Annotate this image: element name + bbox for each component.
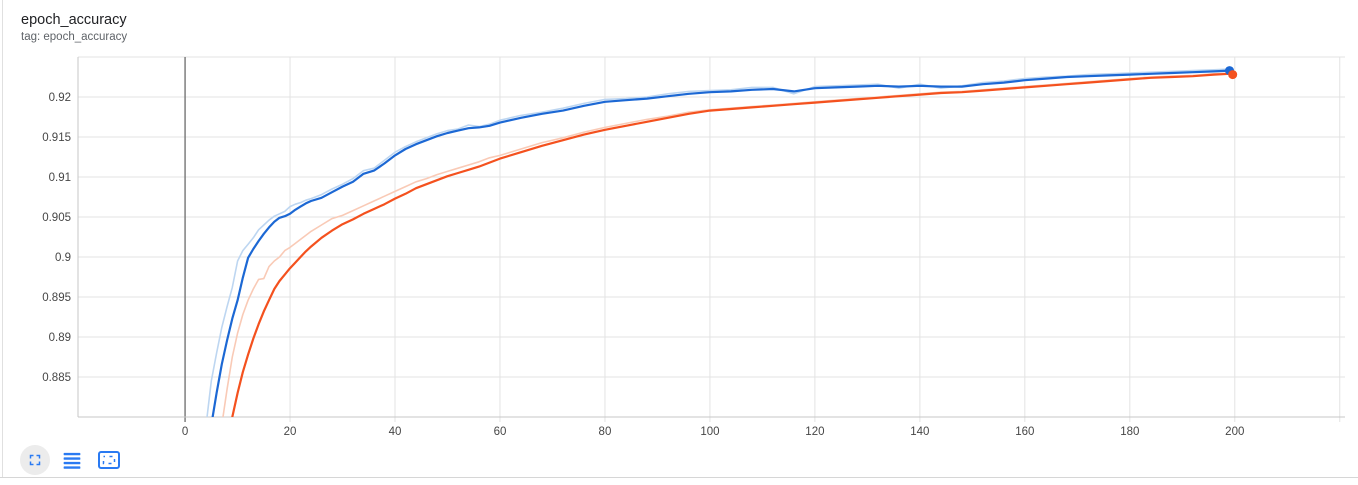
- x-axis-tick-label: 0: [182, 426, 188, 438]
- y-axis-tick-label: 0.915: [42, 132, 71, 144]
- x-axis-tick-label: 80: [599, 426, 612, 438]
- y-axis-tick-label: 0.905: [42, 212, 71, 224]
- x-axis-tick-label: 100: [700, 426, 719, 438]
- x-axis-tick-label: 20: [284, 426, 297, 438]
- x-axis-tick-label: 40: [389, 426, 402, 438]
- run-blue-raw-line: [206, 68, 1231, 417]
- card-tag-subtitle: tag: epoch_accuracy: [21, 31, 128, 43]
- x-axis-tick-label: 140: [910, 426, 929, 438]
- x-axis-tick-label: 60: [494, 426, 507, 438]
- run-orange-smoothed-line: [231, 72, 1231, 417]
- x-axis-tick-label: 180: [1120, 426, 1139, 438]
- x-axis-tick-label: 200: [1225, 426, 1244, 438]
- card-bottom-border: [0, 477, 1358, 478]
- card-header: epoch_accuracy tag: epoch_accuracy: [21, 11, 127, 45]
- expand-card-button[interactable]: [20, 445, 50, 475]
- y-axis-tick-label: 0.885: [42, 372, 71, 384]
- epoch-accuracy-line-chart[interactable]: 0.885 0.89 0.895 0.9 0.905 0.91 0.915 0.92 0 20 40…: [0, 0, 1358, 442]
- y-axis-tick-label: 0.92: [49, 92, 71, 104]
- y-axis-tick-label: 0.895: [42, 292, 71, 304]
- data-table-toggle-button[interactable]: [57, 445, 87, 475]
- card-left-border: [2, 0, 3, 478]
- y-axis-tick-label: 0.89: [49, 332, 71, 344]
- run-orange-raw-line: [222, 72, 1231, 417]
- x-axis-tick-label: 120: [805, 426, 824, 438]
- run-blue-smoothed-line: [211, 69, 1231, 417]
- card-footer-toolbar: [20, 443, 124, 477]
- card-title: epoch_accuracy: [21, 12, 127, 28]
- fullscreen-icon: [26, 451, 44, 469]
- fit-to-data-icon: [97, 449, 121, 471]
- x-axis-tick-label: 160: [1015, 426, 1034, 438]
- horizontal-lines-icon: [62, 450, 82, 470]
- y-axis-tick-label: 0.9: [55, 252, 71, 264]
- fit-domain-to-data-button[interactable]: [94, 445, 124, 475]
- y-axis-tick-label: 0.91: [49, 172, 71, 184]
- series-end-dot: [1228, 70, 1238, 80]
